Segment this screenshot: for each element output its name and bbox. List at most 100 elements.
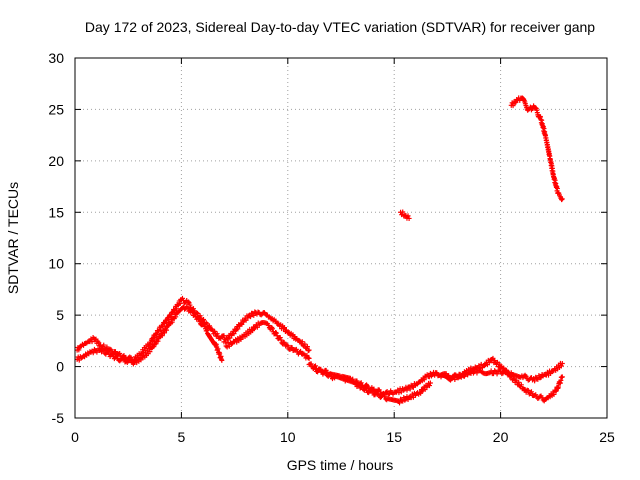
interpolated-point [289, 345, 295, 351]
interpolated-point [201, 316, 207, 322]
interpolated-point [138, 357, 144, 363]
interpolated-point [382, 394, 388, 400]
interpolated-point [182, 306, 188, 312]
interpolated-point [510, 103, 516, 109]
interpolated-point [250, 328, 256, 334]
interpolated-point [160, 323, 166, 329]
interpolated-point [154, 332, 160, 338]
x-tick-label: 25 [599, 429, 615, 445]
interpolated-point [179, 295, 185, 301]
interpolated-point [152, 334, 158, 340]
chart-title: Day 172 of 2023, Sidereal Day-to-day VTE… [85, 19, 595, 35]
y-tick-label: 15 [48, 204, 64, 220]
interpolated-point [554, 186, 560, 192]
interpolated-point [77, 344, 83, 350]
interpolated-point [147, 349, 153, 355]
interpolated-point [247, 326, 253, 332]
interpolated-point [405, 213, 411, 219]
interpolated-point [235, 326, 241, 332]
interpolated-point [341, 376, 347, 382]
y-tick-label: 5 [56, 307, 64, 323]
interpolated-point [248, 314, 254, 320]
y-tick-label: 25 [48, 101, 64, 117]
interpolated-point [356, 381, 362, 387]
interpolated-point [404, 215, 410, 221]
interpolated-point [487, 357, 493, 363]
data-points [74, 95, 565, 406]
interpolated-point [508, 373, 514, 379]
x-tick-label: 20 [493, 429, 509, 445]
interpolated-point [164, 327, 170, 333]
interpolated-point [559, 374, 565, 380]
interpolated-point [304, 352, 310, 358]
interpolated-point [108, 347, 114, 353]
x-tick-label: 15 [386, 429, 402, 445]
interpolated-point [539, 395, 545, 401]
interpolated-point [158, 327, 164, 333]
interpolated-point [278, 337, 284, 343]
interpolated-point [187, 302, 193, 308]
interpolated-point [206, 323, 212, 329]
interpolated-point [368, 387, 374, 393]
interpolated-point [228, 341, 234, 347]
interpolated-point [273, 329, 279, 335]
interpolated-point [192, 311, 198, 317]
interpolated-point [532, 378, 538, 384]
y-tick-label: 10 [48, 256, 64, 272]
interpolated-point [251, 312, 257, 318]
grid-lines [75, 58, 607, 418]
x-tick-label: 0 [71, 429, 79, 445]
interpolated-point [410, 384, 416, 390]
interpolated-point [516, 379, 522, 385]
interpolated-point [169, 319, 175, 325]
interpolated-point [478, 361, 484, 367]
interpolated-point [418, 390, 424, 396]
interpolated-point [297, 338, 303, 344]
interpolated-point [196, 317, 202, 323]
interpolated-point [239, 321, 245, 327]
interpolated-point [270, 326, 276, 332]
interpolated-point [518, 382, 524, 388]
interpolated-point [161, 330, 167, 336]
interpolated-point [177, 301, 183, 307]
interpolated-point [539, 117, 545, 123]
interpolated-point [304, 344, 310, 350]
interpolated-point [375, 391, 381, 397]
interpolated-point [113, 353, 119, 359]
interpolated-point [352, 380, 358, 386]
interpolated-point [185, 299, 191, 305]
interpolated-point [227, 335, 233, 341]
interpolated-point [220, 333, 226, 339]
x-tick-label: 10 [280, 429, 296, 445]
interpolated-point [527, 390, 533, 396]
interpolated-point [404, 387, 410, 393]
interpolated-point [533, 392, 539, 398]
interpolated-point [164, 319, 170, 325]
interpolated-point [298, 348, 304, 354]
interpolated-point [238, 336, 244, 342]
interpolated-point [405, 397, 411, 403]
interpolated-point [153, 341, 159, 347]
interpolated-point [130, 361, 136, 367]
interpolated-point [400, 209, 406, 215]
y-tick-label: 0 [56, 359, 64, 375]
interpolated-point [203, 328, 209, 334]
interpolated-point [117, 351, 123, 357]
interpolated-point [548, 371, 554, 377]
interpolated-point [104, 344, 110, 350]
y-tick-label: 20 [48, 153, 64, 169]
interpolated-point [486, 360, 492, 366]
interpolated-point [159, 333, 165, 339]
interpolated-point [308, 361, 314, 367]
y-tick-label: 30 [48, 50, 64, 66]
interpolated-point [284, 342, 290, 348]
interpolated-point [482, 362, 488, 368]
interpolated-point [557, 360, 563, 366]
interpolated-point [422, 387, 428, 393]
interpolated-point [468, 365, 474, 371]
interpolated-point [409, 383, 415, 389]
interpolated-point [523, 373, 529, 379]
interpolated-point [528, 389, 534, 395]
interpolated-point [496, 361, 502, 367]
